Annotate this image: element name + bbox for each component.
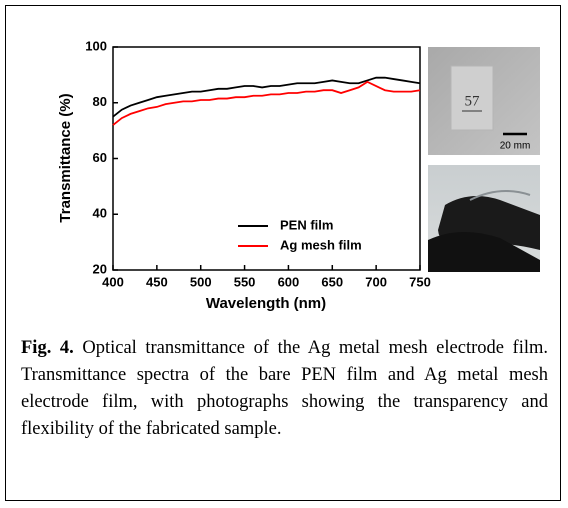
series-line <box>113 82 420 125</box>
plot-frame <box>113 47 420 270</box>
x-tick-label: 550 <box>234 274 256 289</box>
legend-label: PEN film <box>280 217 333 232</box>
y-tick-label: 40 <box>93 206 107 221</box>
y-tick-label: 80 <box>93 94 107 109</box>
y-tick-label: 100 <box>85 38 107 53</box>
x-tick-label: 400 <box>102 274 124 289</box>
x-tick-label: 450 <box>146 274 168 289</box>
figure: Transmittance (%) Wavelength (nm) 57 20 … <box>0 0 568 330</box>
caption: Fig. 4. Optical transmittance of the Ag … <box>21 335 548 443</box>
scale-bar-label: 20 mm <box>500 141 531 152</box>
caption-text: Optical transmittance of the Ag metal me… <box>21 338 548 439</box>
x-tick-label: 700 <box>365 274 387 289</box>
caption-label: Fig. 4. <box>21 338 74 358</box>
y-axis-label: Transmittance (%) <box>57 93 74 222</box>
x-tick-label: 650 <box>321 274 343 289</box>
sample-label: 57 <box>465 93 481 109</box>
y-tick-label: 60 <box>93 150 107 165</box>
x-axis-label: Wavelength (nm) <box>206 295 326 312</box>
legend-label: Ag mesh film <box>280 237 362 252</box>
x-tick-label: 600 <box>278 274 300 289</box>
x-tick-label: 750 <box>409 274 431 289</box>
x-tick-label: 500 <box>190 274 212 289</box>
series-line <box>113 78 420 117</box>
